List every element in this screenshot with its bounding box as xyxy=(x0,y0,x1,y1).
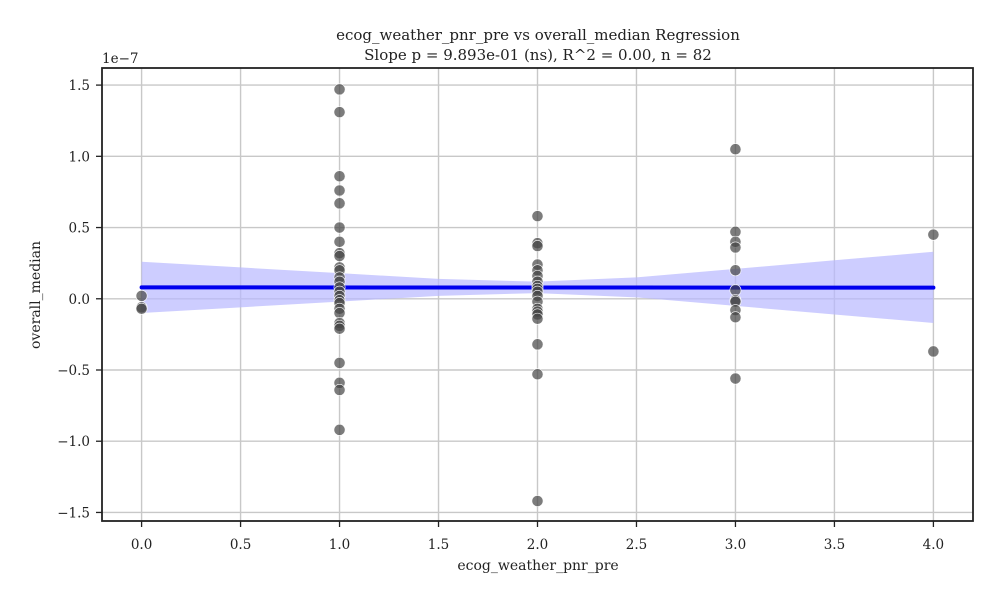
data-point xyxy=(730,312,741,323)
data-point xyxy=(334,222,345,233)
data-point xyxy=(532,339,543,350)
data-point xyxy=(334,250,345,261)
y-tick-label: 1.0 xyxy=(69,149,90,165)
chart-title-line-2: Slope p = 9.893e-01 (ns), R^2 = 0.00, n … xyxy=(364,46,712,64)
y-tick-label: −0.5 xyxy=(57,363,90,379)
x-tick-label: 2.5 xyxy=(626,537,647,553)
x-tick-label: 0.5 xyxy=(230,537,251,553)
data-point xyxy=(334,84,345,95)
x-tick-label: 3.5 xyxy=(824,537,845,553)
data-point xyxy=(928,229,939,240)
x-tick-label: 3.0 xyxy=(725,537,746,553)
axis-ticks: 0.0 0.5 1.0 1.5 2.0 2.5 3.0 3.5 4.0 1.5 1.0 0.5 0.0 −… xyxy=(57,78,944,553)
y-tick-label: 0.5 xyxy=(69,221,90,237)
data-point xyxy=(928,346,939,357)
x-tick-label: 0.0 xyxy=(131,537,152,553)
x-tick-label: 1.0 xyxy=(329,537,350,553)
x-tick-label: 4.0 xyxy=(923,537,944,553)
data-point xyxy=(136,303,147,314)
data-point xyxy=(532,495,543,506)
data-point xyxy=(334,171,345,182)
y-tick-label: −1.5 xyxy=(57,505,90,521)
data-point xyxy=(334,236,345,247)
chart-title-line-1: ecog_weather_pnr_pre vs overall_median R… xyxy=(336,26,740,44)
data-point xyxy=(334,357,345,368)
data-point xyxy=(532,240,543,251)
y-axis-label: overall_median xyxy=(28,241,44,349)
y-tick-label: 1.5 xyxy=(69,78,90,94)
data-point xyxy=(334,307,345,318)
y-tick-label: 0.0 xyxy=(69,292,90,308)
data-point xyxy=(532,369,543,380)
data-point xyxy=(334,107,345,118)
data-point xyxy=(730,285,741,296)
data-point xyxy=(334,424,345,435)
x-axis-label: ecog_weather_pnr_pre xyxy=(457,558,618,574)
data-point xyxy=(730,242,741,253)
data-point xyxy=(334,198,345,209)
data-point xyxy=(334,185,345,196)
y-offset-label: 1e−7 xyxy=(102,51,138,67)
x-tick-label: 1.5 xyxy=(428,537,449,553)
data-point xyxy=(334,323,345,334)
data-point xyxy=(730,373,741,384)
data-point xyxy=(730,144,741,155)
data-point xyxy=(730,226,741,237)
data-point xyxy=(532,211,543,222)
y-tick-label: −1.0 xyxy=(57,434,90,450)
data-point xyxy=(136,290,147,301)
x-tick-label: 2.0 xyxy=(527,537,548,553)
data-point xyxy=(532,313,543,324)
data-point xyxy=(334,384,345,395)
data-point xyxy=(730,265,741,276)
